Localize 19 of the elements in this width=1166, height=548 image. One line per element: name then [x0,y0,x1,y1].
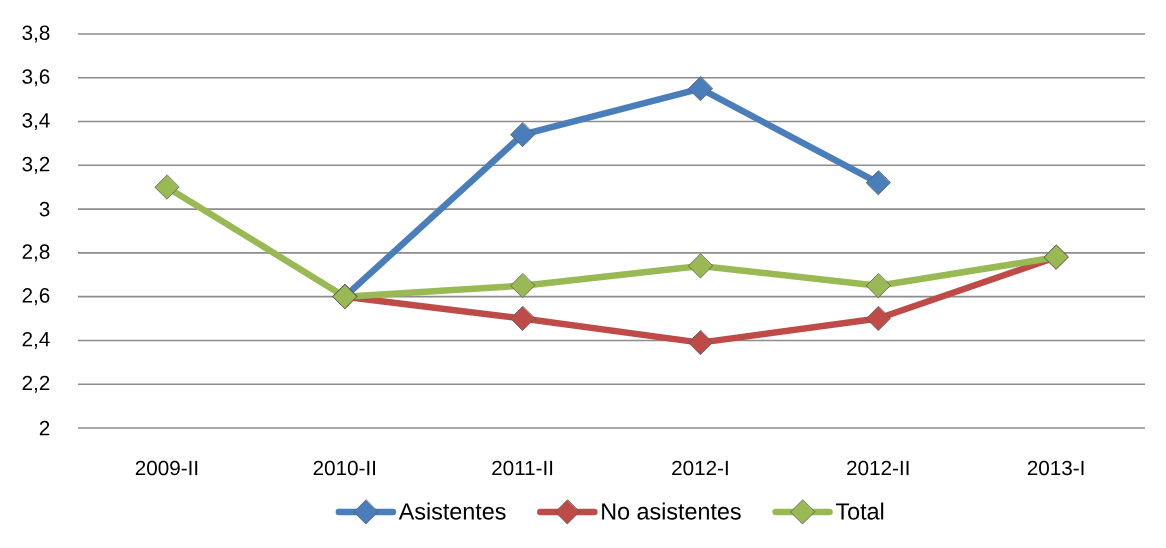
x-tick-label: 2012-II [847,460,909,476]
x-tick-label: 2012-I [672,460,728,476]
x-tick-label: 2011-II [492,460,553,476]
y-tick-label: 2,8 [22,244,50,262]
y-tick-label: 3,8 [22,25,50,43]
x-tick-label: 2010-II [313,460,375,476]
y-tick-label: 3,4 [22,113,50,131]
y-tick-label: 2,6 [22,288,50,306]
y-tick-label: 3 [39,201,50,217]
legend-label: Asistentes [398,502,506,520]
x-tick-label: 2009-II [135,460,198,476]
legend-label: Total [835,502,884,520]
legend-label: No asistentes [602,502,741,520]
y-tick-label: 3,6 [22,69,50,87]
y-tick-label: 2,4 [22,331,50,349]
y-tick-label: 3,2 [22,156,50,174]
y-tick-label: 2,2 [22,375,50,393]
x-tick-label: 2013-I [1027,460,1084,476]
y-tick-label: 2 [39,420,50,436]
